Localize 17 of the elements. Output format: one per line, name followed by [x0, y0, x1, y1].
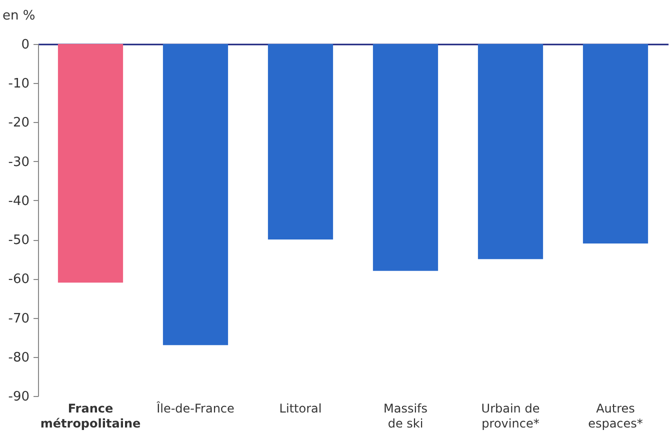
- y-tick-label: -50: [8, 233, 30, 248]
- y-tick-label: -30: [8, 154, 30, 170]
- y-tick-label: -70: [8, 311, 30, 326]
- y-tick-label: -80: [8, 350, 30, 366]
- y-axis-title: en %: [2, 8, 36, 24]
- x-tick-label: Autres espaces*: [588, 402, 643, 430]
- x-tick-label: Urbain de province*: [481, 402, 540, 430]
- y-tick-label: 0: [21, 38, 30, 52]
- x-tick-label: Massifs de ski: [383, 402, 428, 430]
- y-tick-label: -40: [8, 194, 30, 209]
- y-tick-label: -90: [8, 390, 30, 404]
- x-tick-label: Littoral: [279, 402, 322, 416]
- y-tick-label: -10: [8, 76, 30, 92]
- x-tick-label: France métropolitaine: [40, 402, 141, 430]
- y-tick-label: -60: [8, 272, 30, 288]
- x-tick-label: Île-de-France: [156, 400, 234, 416]
- y-tick-label: -20: [8, 116, 30, 131]
